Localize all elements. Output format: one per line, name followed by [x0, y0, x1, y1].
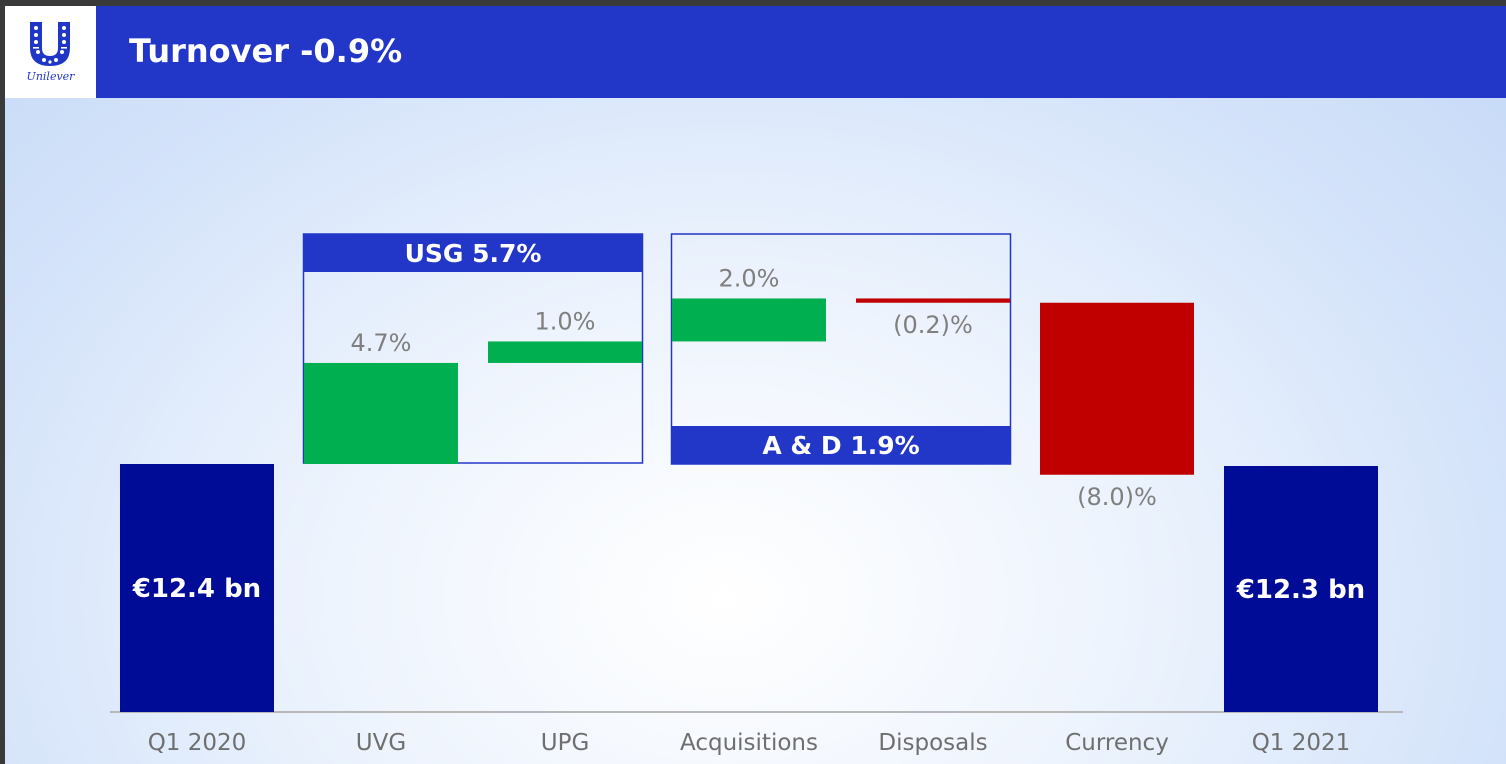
category-label-disposals: Disposals	[878, 730, 987, 756]
bar-disposals	[856, 298, 1010, 303]
group-label-a-d-1-9: A & D 1.9%	[762, 431, 919, 460]
data-label-currency: (8.0)%	[1077, 483, 1157, 511]
category-label-acquisitions: Acquisitions	[680, 730, 818, 756]
group-band-a-d-1-9	[671, 426, 1011, 464]
group-label-usg-5-7: USG 5.7%	[405, 239, 542, 268]
data-label-acquisitions: 2.0%	[719, 264, 780, 292]
category-label-currency: Currency	[1065, 730, 1169, 756]
logo-wordmark: Unilever	[26, 70, 75, 83]
bar-q1-2020	[120, 464, 274, 712]
bar-q1-2021	[1224, 466, 1378, 712]
data-label-uvg: 4.7%	[351, 329, 412, 357]
slide: Unilever Turnover -0.9% USG 5.7% A & D 1.…	[5, 6, 1506, 764]
data-label-q1-2020: €12.4 bn	[132, 574, 261, 604]
data-label-upg: 1.0%	[535, 307, 596, 335]
group-band-usg-5-7	[303, 234, 643, 272]
bar-uvg	[304, 362, 458, 464]
category-label-q1-2020: Q1 2020	[148, 730, 247, 756]
category-label-q1-2021: Q1 2021	[1252, 730, 1351, 756]
bar-acquisitions	[672, 298, 826, 342]
unilever-logo: Unilever	[5, 6, 96, 98]
category-label-upg: UPG	[541, 730, 590, 756]
bar-currency	[1040, 302, 1194, 475]
data-label-disposals: (0.2)%	[893, 311, 973, 339]
data-label-q1-2021: €12.3 bn	[1236, 575, 1365, 605]
waterfall-chart: USG 5.7% A & D 1.9% €12.4 bn Q1 2020 4.7% UVG…	[110, 233, 1403, 756]
category-label-uvg: UVG	[356, 730, 406, 756]
header-bar: Unilever Turnover -0.9%	[5, 6, 1506, 98]
page-title: Turnover -0.9%	[129, 32, 403, 70]
unilever-u-icon	[30, 22, 70, 66]
bar-upg	[488, 341, 642, 363]
